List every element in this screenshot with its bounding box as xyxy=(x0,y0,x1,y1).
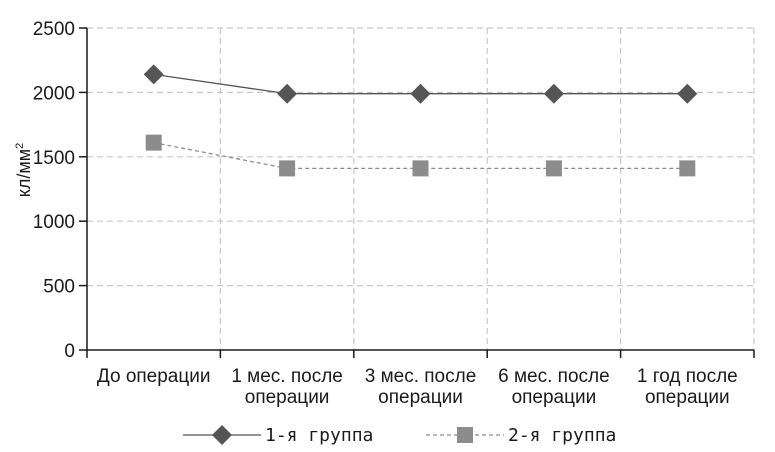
legend-label: 1-я группа xyxy=(265,425,373,446)
legend-marker xyxy=(212,425,232,445)
legend-item-1: 1-я группа xyxy=(183,425,373,446)
data-point xyxy=(545,160,562,177)
series-1 xyxy=(143,64,698,104)
series-layer xyxy=(143,64,698,177)
data-point xyxy=(412,160,429,177)
grid xyxy=(87,27,755,350)
y-axis-ticks: 0 500 1000 1500 2000 2500 xyxy=(33,19,87,362)
data-point xyxy=(145,134,162,151)
axes xyxy=(86,28,755,358)
x-category-label-line: операции xyxy=(378,387,463,408)
y-tick-label: 2000 xyxy=(33,83,75,104)
legend: 1-я группа 2-я группа xyxy=(183,425,616,446)
y-axis-title-superscript: 2 xyxy=(14,143,26,149)
y-axis-title: кл/мм2 xyxy=(14,143,34,197)
data-point xyxy=(677,83,698,104)
y-tick-label: 500 xyxy=(43,277,75,298)
y-tick-label: 0 xyxy=(64,341,75,362)
x-category-label: 3 мес. после операции xyxy=(365,366,477,408)
data-point xyxy=(543,83,564,104)
x-category-label-line: 1 мес. после xyxy=(231,366,343,387)
data-point xyxy=(410,83,431,104)
legend-item-2: 2-я группа xyxy=(426,425,616,446)
data-point xyxy=(279,160,296,177)
data-point xyxy=(277,83,298,104)
x-category-label-line: 1 год после xyxy=(637,366,738,387)
legend-marker xyxy=(457,427,473,443)
y-tick-label: 1000 xyxy=(33,212,75,233)
series-2 xyxy=(145,134,696,177)
legend-label: 2-я группа xyxy=(508,425,616,446)
x-category-label-line: До операции xyxy=(97,366,211,387)
x-category-label-line: операции xyxy=(645,387,730,408)
x-category-label-line: 6 мес. после xyxy=(498,366,610,387)
data-point xyxy=(679,160,696,177)
y-axis-title-text: кл/мм xyxy=(14,149,34,197)
x-category-label-line: операции xyxy=(245,387,330,408)
x-category-label: До операции xyxy=(97,366,211,387)
x-category-label-line: 3 мес. после xyxy=(365,366,477,387)
x-category-label-line: операции xyxy=(512,387,597,408)
y-tick-label: 2500 xyxy=(33,19,75,40)
x-category-label: 6 мес. после операции xyxy=(498,366,610,408)
y-tick-label: 1500 xyxy=(33,148,75,169)
data-point xyxy=(143,64,164,85)
x-category-label: 1 мес. после операции xyxy=(231,366,343,408)
x-category-label: 1 год после операции xyxy=(637,366,738,408)
